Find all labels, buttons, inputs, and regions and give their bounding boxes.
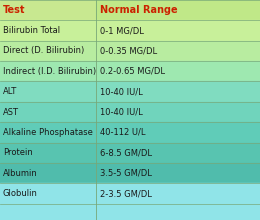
Bar bbox=[0, 183, 96, 204]
Text: Globulin: Globulin bbox=[3, 189, 38, 198]
Text: 6-8.5 GM/DL: 6-8.5 GM/DL bbox=[100, 148, 152, 157]
Bar bbox=[0, 163, 96, 183]
Bar bbox=[96, 61, 260, 81]
Text: 40-112 U/L: 40-112 U/L bbox=[100, 128, 146, 137]
Bar bbox=[96, 122, 260, 143]
Bar bbox=[0, 41, 96, 61]
Bar bbox=[0, 122, 96, 143]
Text: Indirect (I.D. Bilirubin): Indirect (I.D. Bilirubin) bbox=[3, 67, 96, 76]
Text: Normal Range: Normal Range bbox=[100, 5, 178, 15]
Bar bbox=[0, 20, 96, 41]
Text: 10-40 IU/L: 10-40 IU/L bbox=[100, 87, 143, 96]
Text: Alkaline Phosphatase: Alkaline Phosphatase bbox=[3, 128, 93, 137]
Bar bbox=[96, 183, 260, 204]
Bar bbox=[0, 61, 96, 81]
Bar bbox=[96, 102, 260, 122]
Text: 0-0.35 MG/DL: 0-0.35 MG/DL bbox=[100, 46, 157, 55]
Text: 2-3.5 GM/DL: 2-3.5 GM/DL bbox=[100, 189, 152, 198]
Bar bbox=[96, 163, 260, 183]
Bar bbox=[96, 81, 260, 102]
Text: 0.2-0.65 MG/DL: 0.2-0.65 MG/DL bbox=[100, 67, 165, 76]
Bar bbox=[96, 143, 260, 163]
Text: AST: AST bbox=[3, 108, 19, 117]
Text: Albumin: Albumin bbox=[3, 169, 38, 178]
Bar bbox=[0, 143, 96, 163]
Text: ALT: ALT bbox=[3, 87, 17, 96]
Text: 0-1 MG/DL: 0-1 MG/DL bbox=[100, 26, 144, 35]
Text: Direct (D. Bilirubin): Direct (D. Bilirubin) bbox=[3, 46, 84, 55]
Bar bbox=[0, 102, 96, 122]
Text: 3.5-5 GM/DL: 3.5-5 GM/DL bbox=[100, 169, 152, 178]
Text: Protein: Protein bbox=[3, 148, 33, 157]
Text: 10-40 IU/L: 10-40 IU/L bbox=[100, 108, 143, 117]
Bar bbox=[96, 20, 260, 41]
Bar bbox=[96, 41, 260, 61]
Bar bbox=[0, 0, 96, 20]
Bar bbox=[0, 81, 96, 102]
Text: Bilirubin Total: Bilirubin Total bbox=[3, 26, 60, 35]
Text: Test: Test bbox=[3, 5, 25, 15]
Bar bbox=[96, 0, 260, 20]
